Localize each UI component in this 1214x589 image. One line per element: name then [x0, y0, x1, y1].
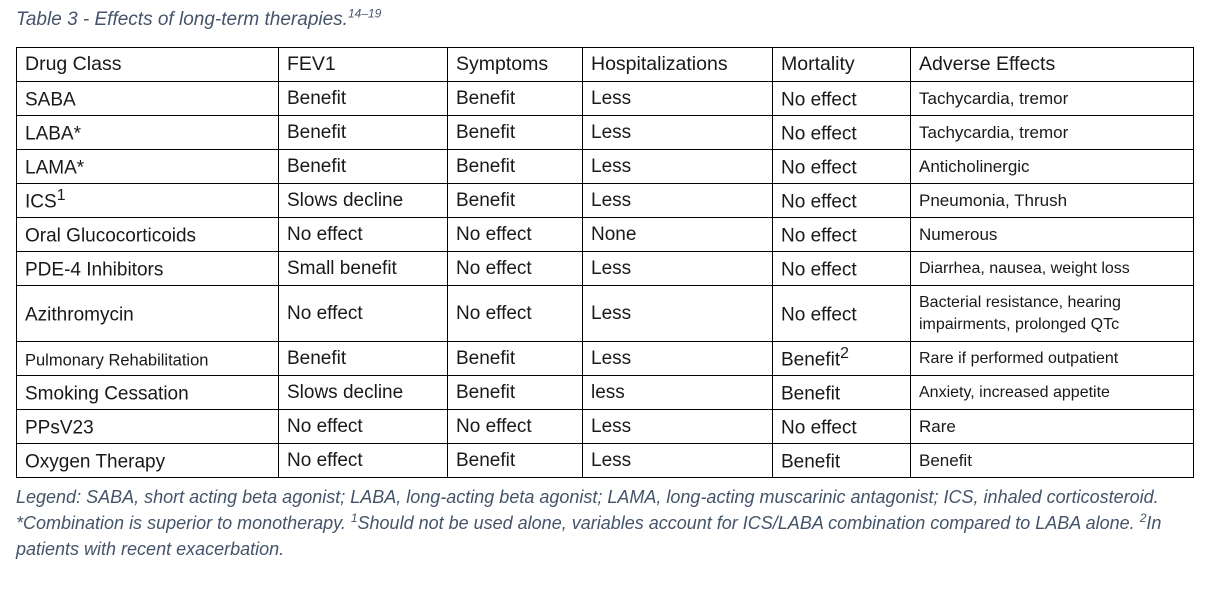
cell-symptoms: Benefit	[447, 149, 583, 184]
cell-symptoms: Benefit	[447, 81, 583, 116]
legend-text-part3: In patients with recent exacerbation.	[16, 513, 1162, 559]
cell-hospitalizations: Less	[582, 251, 773, 286]
col-header-hospitalizations: Hospitalizations	[582, 47, 773, 82]
cell-adverse-effects: Pneumonia, Thrush	[910, 183, 1194, 218]
cell-fev1: Benefit	[278, 341, 448, 376]
legend-text-part2: Should not be used alone, variables acco…	[357, 513, 1140, 533]
cell-drug-class: LAMA*	[16, 149, 279, 184]
table-row-saba: SABA Benefit Benefit Less No effect Tach…	[16, 81, 1194, 116]
cell-drug-class: Oral Glucocorticoids	[16, 217, 279, 252]
cell-fev1: No effect	[278, 285, 448, 342]
cell-drug-class: LABA*	[16, 115, 279, 150]
cell-drug-class: PDE-4 Inhibitors	[16, 251, 279, 286]
table-row-oxygen-therapy: Oxygen Therapy No effect Benefit Less Be…	[16, 443, 1194, 478]
cell-hospitalizations: Less	[582, 285, 773, 342]
cell-mortality: No effect	[772, 115, 911, 150]
cell-fev1: No effect	[278, 217, 448, 252]
cell-drug-class: Pulmonary Rehabilitation	[16, 341, 279, 376]
cell-hospitalizations: Less	[582, 115, 773, 150]
cell-symptoms: No effect	[447, 285, 583, 342]
cell-mortality: No effect	[772, 149, 911, 184]
cell-symptoms: No effect	[447, 251, 583, 286]
cell-mortality: Benefit2	[772, 341, 911, 376]
cell-symptoms: Benefit	[447, 115, 583, 150]
cell-adverse-effects: Tachycardia, tremor	[910, 115, 1194, 150]
cell-symptoms: Benefit	[447, 443, 583, 478]
footnote-marker-2: 2	[1139, 511, 1147, 525]
cell-mortality: Benefit	[772, 375, 911, 410]
cell-fev1: No effect	[278, 443, 448, 478]
col-header-drug-class: Drug Class	[16, 47, 279, 82]
cell-drug-class: PPsV23	[16, 409, 279, 444]
cell-hospitalizations: Less	[582, 81, 773, 116]
cell-fev1: No effect	[278, 409, 448, 444]
cell-adverse-effects: Diarrhea, nausea, weight loss	[910, 251, 1194, 286]
cell-adverse-effects: Bacterial resistance, hearing impairment…	[910, 285, 1194, 342]
cell-adverse-effects: Anticholinergic	[910, 149, 1194, 184]
cell-symptoms: No effect	[447, 409, 583, 444]
cell-fev1: Benefit	[278, 81, 448, 116]
cell-mortality: Benefit	[772, 443, 911, 478]
col-header-adverse-effects: Adverse Effects	[910, 47, 1194, 82]
superscript: 2	[840, 345, 849, 363]
col-header-symptoms: Symptoms	[447, 47, 583, 82]
cell-mortality: No effect	[772, 251, 911, 286]
citation-superscript: 14–19	[347, 6, 382, 21]
header-row: Drug Class FEV1 Symptoms Hospitalization…	[16, 47, 1194, 82]
cell-mortality: No effect	[772, 217, 911, 252]
document-page: Table 3 - Effects of long-term therapies…	[16, 8, 1214, 562]
table-legend: Legend: SABA, short acting beta agonist;…	[16, 484, 1181, 562]
cell-hospitalizations: less	[582, 375, 773, 410]
cell-hospitalizations: Less	[582, 443, 773, 478]
table-row-pde4-inhibitors: PDE-4 Inhibitors Small benefit No effect…	[16, 251, 1194, 286]
legend-text-part1: Legend: SABA, short acting beta agonist;…	[16, 487, 1159, 533]
cell-symptoms: Benefit	[447, 375, 583, 410]
cell-hospitalizations: Less	[582, 183, 773, 218]
cell-drug-class: Oxygen Therapy	[16, 443, 279, 478]
cell-fev1: Small benefit	[278, 251, 448, 286]
cell-drug-class: Azithromycin	[16, 285, 279, 342]
col-header-mortality: Mortality	[772, 47, 911, 82]
table-caption: Table 3 - Effects of long-term therapies…	[16, 8, 1214, 32]
cell-mortality: No effect	[772, 285, 911, 342]
cell-adverse-effects: Rare	[910, 409, 1194, 444]
footnote-marker-1: 1	[350, 511, 358, 525]
cell-fev1: Benefit	[278, 115, 448, 150]
superscript: 1	[56, 187, 66, 205]
cell-hospitalizations: None	[582, 217, 773, 252]
table-row-oral-glucocorticoids: Oral Glucocorticoids No effect No effect…	[16, 217, 1194, 252]
cell-hospitalizations: Less	[582, 341, 773, 376]
cell-hospitalizations: Less	[582, 149, 773, 184]
cell-mortality: No effect	[772, 183, 911, 218]
table-row-smoking-cessation: Smoking Cessation Slows decline Benefit …	[16, 375, 1194, 410]
cell-symptoms: Benefit	[447, 183, 583, 218]
cell-hospitalizations: Less	[582, 409, 773, 444]
cell-adverse-effects: Anxiety, increased appetite	[910, 375, 1194, 410]
cell-drug-class: SABA	[16, 81, 279, 116]
cell-fev1: Slows decline	[278, 375, 448, 410]
cell-fev1: Benefit	[278, 149, 448, 184]
cell-mortality: No effect	[772, 81, 911, 116]
cell-symptoms: No effect	[447, 217, 583, 252]
table-caption-text: Table 3 - Effects of long-term therapies…	[16, 9, 348, 30]
table-row-pulmonary-rehabilitation: Pulmonary Rehabilitation Benefit Benefit…	[16, 341, 1194, 376]
cell-adverse-effects: Rare if performed outpatient	[910, 341, 1194, 376]
cell-fev1: Slows decline	[278, 183, 448, 218]
table-row-ics: ICS1 Slows decline Benefit Less No effec…	[16, 183, 1194, 218]
cell-adverse-effects: Benefit	[910, 443, 1194, 478]
cell-drug-class: ICS1	[16, 183, 279, 218]
therapies-table: Drug Class FEV1 Symptoms Hospitalization…	[16, 47, 1194, 478]
cell-adverse-effects: Tachycardia, tremor	[910, 81, 1194, 116]
table-row-lama: LAMA* Benefit Benefit Less No effect Ant…	[16, 149, 1194, 184]
cell-mortality: No effect	[772, 409, 911, 444]
table-row-azithromycin: Azithromycin No effect No effect Less No…	[16, 285, 1194, 342]
cell-symptoms: Benefit	[447, 341, 583, 376]
cell-adverse-effects: Numerous	[910, 217, 1194, 252]
table-row-ppsv23: PPsV23 No effect No effect Less No effec…	[16, 409, 1194, 444]
col-header-fev1: FEV1	[278, 47, 448, 82]
table-row-laba: LABA* Benefit Benefit Less No effect Tac…	[16, 115, 1194, 150]
cell-drug-class: Smoking Cessation	[16, 375, 279, 410]
